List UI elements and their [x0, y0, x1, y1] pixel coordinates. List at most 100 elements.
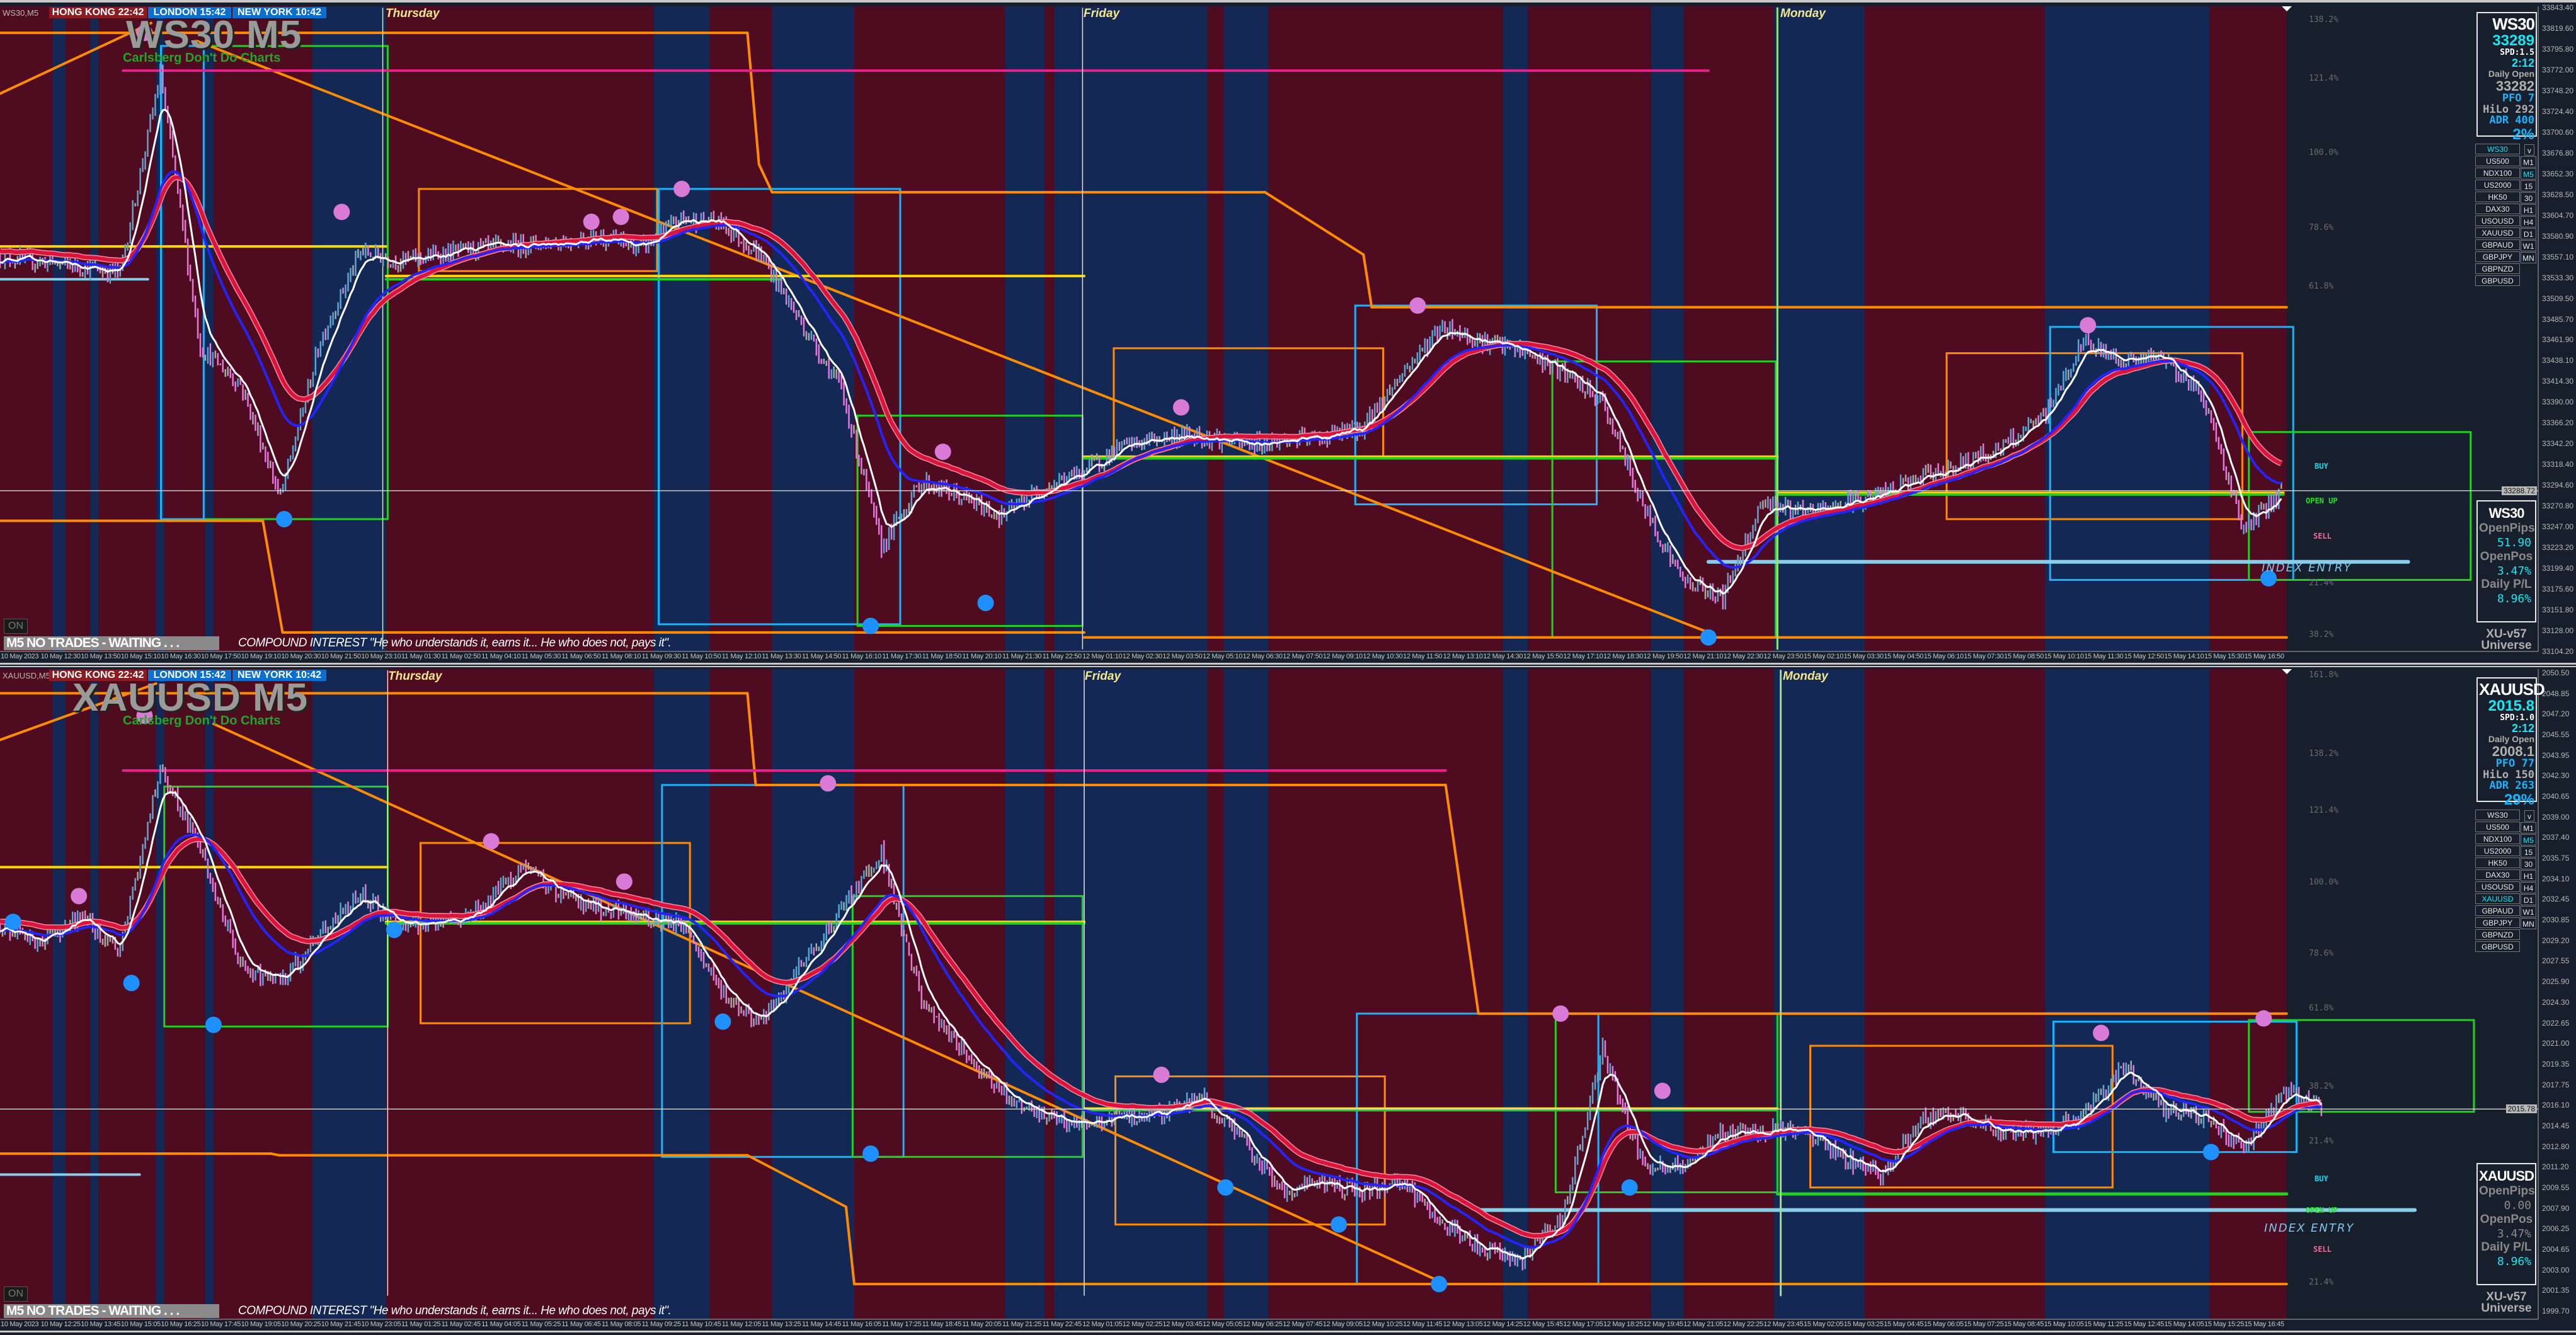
current-price-tag: 33288.72: [2501, 486, 2537, 495]
symbol-button-gbpjpy[interactable]: GBPJPY: [2475, 917, 2520, 928]
timeframe-dropdown-button[interactable]: v: [2524, 144, 2534, 156]
symbol-button-dax30[interactable]: DAX30: [2475, 869, 2520, 880]
price-tick: 2006.25: [2542, 1224, 2570, 1234]
symbol-button-gbpaud[interactable]: GBPAUD: [2475, 239, 2520, 250]
symbol-button-gbpnzd[interactable]: GBPNZD: [2475, 929, 2520, 940]
symbol-button-us2000[interactable]: US2000: [2475, 845, 2520, 856]
open-pips-value: 0.00: [2504, 1199, 2531, 1213]
swing-low-marker: [862, 1145, 879, 1162]
timeframe-button-w1[interactable]: W1: [2521, 240, 2536, 251]
price-tick: 2032.45: [2542, 895, 2570, 904]
symbol-button-usousd[interactable]: USOUSD: [2475, 215, 2520, 226]
timeframe-button-m5[interactable]: M5: [2521, 834, 2536, 845]
time-tick: 12 May 22:25: [1723, 1321, 1763, 1328]
symbol-button-us500[interactable]: US500: [2475, 822, 2520, 832]
price-tick: 2009.55: [2542, 1183, 2570, 1192]
symbol-button-ndx100[interactable]: NDX100: [2475, 834, 2520, 844]
timeframe-button-m1[interactable]: M1: [2521, 156, 2536, 168]
symbol-button-us2000[interactable]: US2000: [2475, 180, 2520, 190]
time-tick: 12 May 23:50: [1763, 653, 1804, 660]
ma-white-line: [0, 791, 2322, 1260]
time-tick: 11 May 18:50: [922, 653, 962, 660]
swing-high-marker: [1654, 1082, 1671, 1099]
price-tick: 2042.30: [2542, 771, 2570, 781]
level-line: [1444, 783, 1480, 1015]
timeframe-button-h1[interactable]: H1: [2521, 870, 2536, 881]
position-pnl-panel: WS30 OpenPips 51.90 OpenPos 3.47% Daily P/L 8.…: [2476, 500, 2536, 622]
time-tick: 11 May 09:30: [641, 653, 682, 660]
symbol-button-gbpusd[interactable]: GBPUSD: [2475, 275, 2520, 286]
symbol-button-xauusd[interactable]: XAUUSD: [2475, 227, 2520, 238]
timeframe-button-30[interactable]: 30: [2521, 858, 2536, 869]
open-pos-value: 3.47%: [2497, 564, 2531, 578]
session-band: [0, 6, 53, 651]
on-toggle-button[interactable]: ON: [4, 1286, 28, 1302]
swing-high-marker: [483, 833, 500, 850]
price-tick: 33366.20: [2542, 418, 2574, 428]
symbol-button-hk50[interactable]: HK50: [2475, 857, 2520, 868]
chart-subtitle: Carlsberg Don't Do Charts: [123, 51, 281, 65]
ws30-chart: [0, 6, 2539, 652]
time-tick: 12 May 03:45: [1162, 1321, 1203, 1328]
time-tick: 10 May 23:10: [361, 653, 401, 660]
level-line: [212, 722, 1447, 1286]
timeframe-button-w1[interactable]: W1: [2521, 906, 2536, 917]
session-band: [2045, 669, 2210, 1319]
timeframe-button-15[interactable]: 15: [2521, 846, 2536, 857]
price-tick: 33199.40: [2542, 564, 2574, 573]
timeframe-button-d1[interactable]: D1: [2521, 228, 2536, 239]
chart-divider[interactable]: [0, 663, 2576, 665]
timeframe-button-h4[interactable]: H4: [2521, 882, 2536, 893]
ma-blue-line: [0, 170, 2282, 569]
time-tick: 15 May 02:05: [1804, 1321, 1844, 1328]
timeframe-button-m5[interactable]: M5: [2521, 168, 2536, 180]
index-entry-label: INDEX ENTRY: [2262, 561, 2352, 575]
fib-level-label: 61.8%: [2309, 1004, 2334, 1013]
symbol-button-us500[interactable]: US500: [2475, 156, 2520, 166]
chart-shift-marker: [2282, 6, 2292, 11]
swing-high-marker: [1552, 1005, 1569, 1022]
timeframe-button-15[interactable]: 15: [2521, 180, 2536, 192]
timeframe-dropdown-button[interactable]: v: [2524, 810, 2534, 822]
swing-high-marker: [1153, 1066, 1170, 1083]
timeframe-button-mn[interactable]: MN: [2521, 918, 2536, 929]
open-up-label: OPEN UP: [2306, 496, 2338, 505]
symbol-button-xauusd[interactable]: XAUUSD: [2475, 893, 2520, 904]
symbol-button-dax30[interactable]: DAX30: [2475, 203, 2520, 214]
on-toggle-button[interactable]: ON: [4, 619, 28, 634]
buy-signal-label: BUY: [2315, 462, 2328, 471]
symbol-button-ndx100[interactable]: NDX100: [2475, 168, 2520, 178]
symbol-button-gbpaud[interactable]: GBPAUD: [2475, 905, 2520, 916]
level-line: [746, 1154, 847, 1208]
symbol-button-gbpusd[interactable]: GBPUSD: [2475, 941, 2520, 952]
window-top-border: [0, 0, 2576, 3]
swing-low-marker: [1217, 1179, 1234, 1196]
range-box: [851, 895, 1084, 1158]
time-tick: 10 May 15:10: [120, 653, 161, 660]
timeframe-button-h4[interactable]: H4: [2521, 216, 2536, 227]
time-tick: 15 May 14:05: [2164, 1321, 2204, 1328]
time-tick: 12 May 22:30: [1723, 653, 1763, 660]
time-tick: 15 May 04:45: [1884, 1321, 1924, 1328]
sell-signal-label: SELL: [2313, 532, 2332, 541]
fib-level-label: 138.2%: [2309, 749, 2338, 759]
level-line: [0, 21, 152, 95]
time-tick: 15 May 08:45: [2004, 1321, 2044, 1328]
symbol-button-ws30[interactable]: WS30: [2475, 810, 2520, 820]
session-band: [1207, 669, 1224, 1319]
timeframe-button-h1[interactable]: H1: [2521, 204, 2536, 215]
session-band: [1045, 669, 1055, 1319]
symbol-button-hk50[interactable]: HK50: [2475, 192, 2520, 202]
symbol-button-usousd[interactable]: USOUSD: [2475, 881, 2520, 892]
symbol-button-gbpnzd[interactable]: GBPNZD: [2475, 263, 2520, 274]
price-tick: 33509.50: [2542, 294, 2574, 303]
timeframe-button-m1[interactable]: M1: [2521, 822, 2536, 834]
day-label-monday: Monday: [1783, 670, 1828, 683]
symbol-button-gbpjpy[interactable]: GBPJPY: [2475, 251, 2520, 262]
timeframe-button-mn[interactable]: MN: [2521, 252, 2536, 263]
timeframe-button-d1[interactable]: D1: [2521, 894, 2536, 905]
session-band: [0, 669, 53, 1319]
time-tick: 12 May 09:05: [1322, 1321, 1363, 1328]
timeframe-button-30[interactable]: 30: [2521, 192, 2536, 203]
symbol-button-ws30[interactable]: WS30: [2475, 144, 2520, 154]
